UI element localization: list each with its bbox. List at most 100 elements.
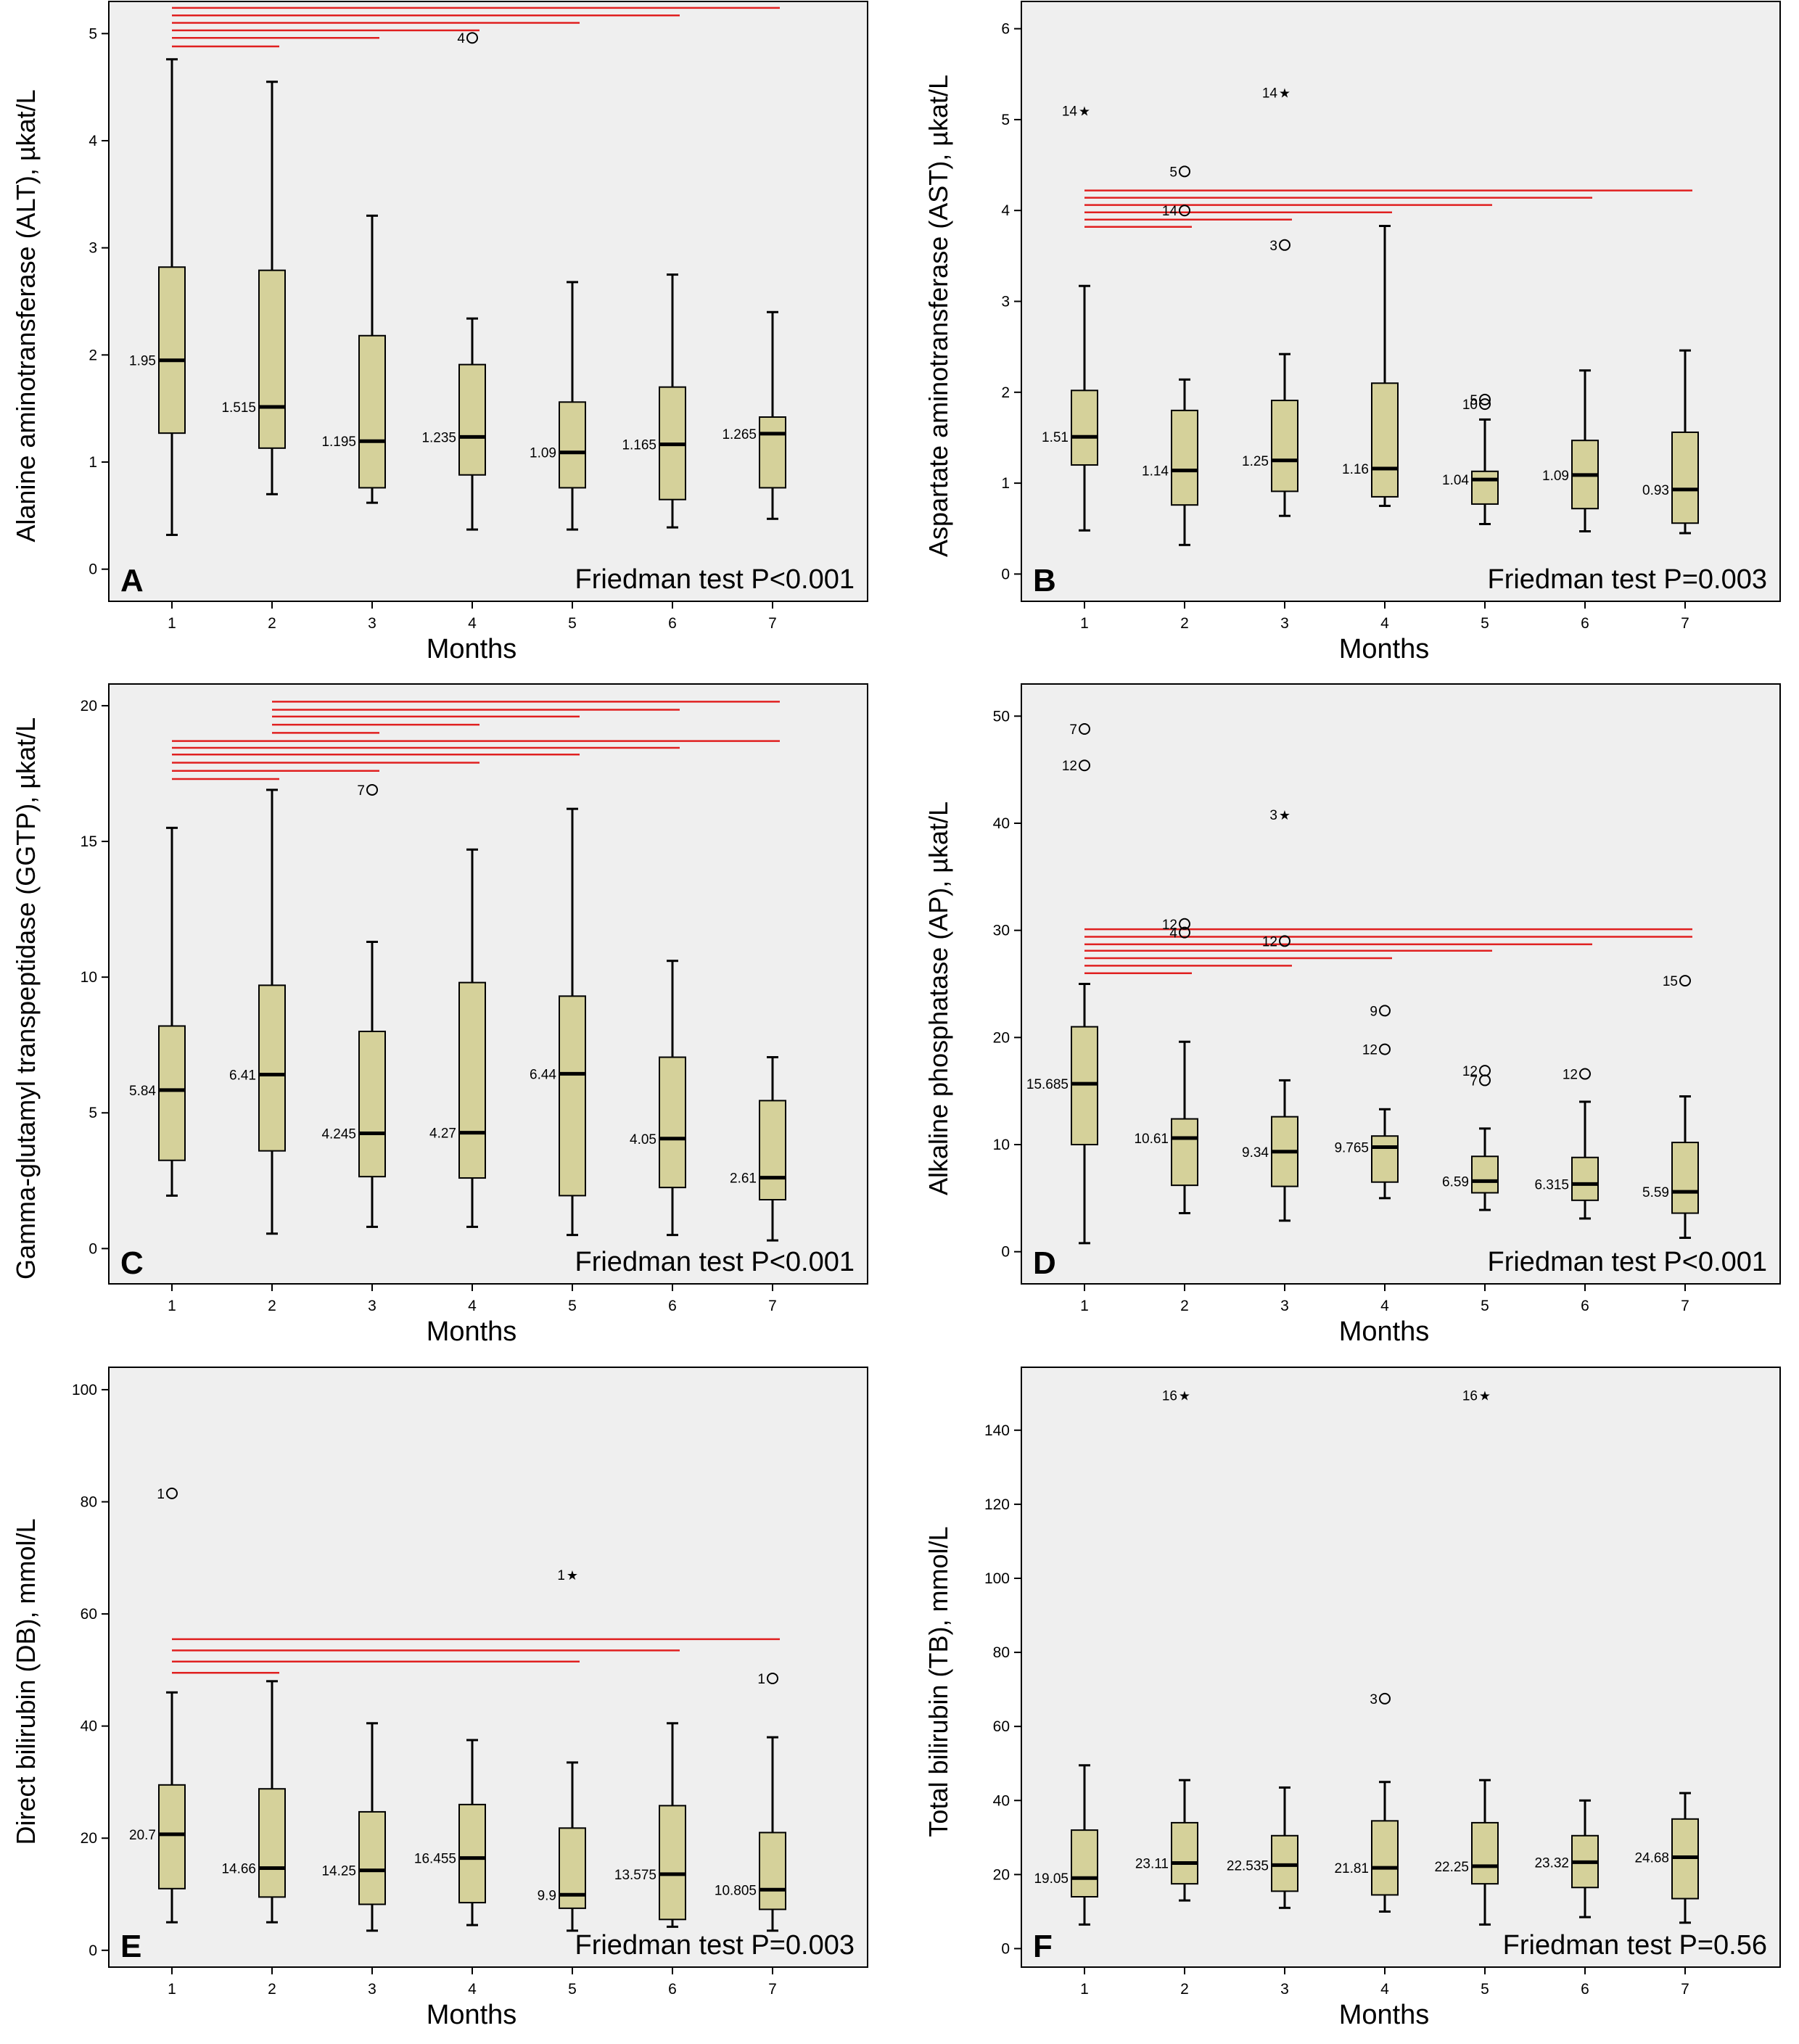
median-label: 1.14 <box>1142 464 1169 479</box>
box-month-6: 23.32 <box>1534 1799 1599 1919</box>
outlier: 10 <box>1462 397 1491 413</box>
iqr-box <box>458 981 486 1179</box>
median-label: 4.245 <box>321 1127 356 1142</box>
outlier-label: 10 <box>1462 397 1478 413</box>
outlier-label: 7 <box>1069 722 1077 738</box>
x-tick-label: 1 <box>168 1981 176 1998</box>
outlier: 4 <box>1169 926 1190 941</box>
median-label: 21.81 <box>1334 1861 1369 1876</box>
y-tick-label: 0 <box>1001 566 1010 582</box>
x-tick-label: 4 <box>1380 615 1389 632</box>
plot-area <box>108 1 868 602</box>
outlier-label: 5 <box>1470 393 1478 408</box>
outlier: 12 <box>1563 1068 1591 1083</box>
outlier-label: 4 <box>1169 926 1177 941</box>
y-tick-label: 40 <box>993 815 1010 832</box>
outlier-label: 7 <box>1470 1073 1478 1089</box>
y-tick-label: 2 <box>1001 384 1010 401</box>
iqr-box <box>1671 1142 1699 1214</box>
outlier: 5 <box>1470 393 1491 408</box>
outlier: 12 <box>1162 918 1190 933</box>
outlier: 12 <box>1362 1043 1391 1058</box>
median-label: 1.16 <box>1342 462 1369 477</box>
y-axis-title: Total bilirubin (TB), mmol/L <box>923 1526 953 1837</box>
y-tick-label: 140 <box>984 1422 1010 1439</box>
median-label: 9.765 <box>1334 1140 1369 1155</box>
x-tick-label: 5 <box>1481 1298 1489 1314</box>
y-tick-label: 4 <box>88 133 97 149</box>
median-label: 4.27 <box>429 1126 456 1142</box>
outlier: 3 <box>1370 1692 1391 1707</box>
iqr-box <box>458 1803 486 1904</box>
outlier-label: 14 <box>1062 104 1078 119</box>
y-tick-label: 0 <box>88 1240 97 1257</box>
x-axis-title: Months <box>1339 2000 1430 2030</box>
x-tick-label: 7 <box>1681 1981 1689 1998</box>
box-month-5: 6.44 <box>530 807 586 1237</box>
y-tick-label: 0 <box>1001 1244 1010 1261</box>
outlier-label: 16 <box>1462 1388 1478 1404</box>
iqr-box <box>659 1056 686 1189</box>
median-label: 1.25 <box>1242 454 1269 469</box>
outlier: 9 <box>1370 1004 1391 1019</box>
outlier-circle-marker <box>1079 723 1090 735</box>
outlier-circle-marker <box>1479 398 1491 411</box>
panel-a: 0 1 2 3 4 5 1 2 3 4 5 6 7 Months Alanine aminotransfer… <box>11 1 868 664</box>
outlier-label: 1 <box>157 1487 165 1502</box>
iqr-box <box>1671 431 1699 524</box>
median-label: 6.315 <box>1534 1177 1569 1192</box>
outlier: 7 <box>1069 722 1090 738</box>
iqr-box <box>759 1100 786 1200</box>
box-month-6: 4.05 <box>630 960 686 1237</box>
x-tick-label: 7 <box>768 1298 777 1314</box>
outlier-label: 7 <box>357 783 365 799</box>
outlier: 1 <box>757 1672 778 1687</box>
y-tick-label: 100 <box>984 1570 1010 1587</box>
box-month-2: 6.41 <box>229 788 286 1235</box>
y-tick-label: 15 <box>81 833 97 850</box>
x-axis-title: Months <box>1339 1316 1430 1347</box>
outlier-circle-marker <box>1179 926 1190 939</box>
outlier-star-marker: ★ <box>1279 808 1290 823</box>
box-month-2: 1.14 <box>1142 378 1198 546</box>
x-tick-label: 6 <box>668 1298 677 1314</box>
x-tick-label: 5 <box>1481 615 1489 632</box>
friedman-test-label: Friedman test P<0.001 <box>575 564 855 595</box>
iqr-box <box>1471 470 1499 505</box>
box-month-7: 2.61 <box>730 1056 786 1242</box>
box-month-1: 15.685 <box>1026 983 1098 1245</box>
outlier-circle-marker <box>1179 205 1190 217</box>
outlier-label: 12 <box>1062 759 1077 774</box>
y-axis-title: Alkaline phosphatase (AP), µkat/L <box>923 801 953 1195</box>
outlier-star-marker: ★ <box>1479 1388 1491 1403</box>
box-month-6: 6.315 <box>1534 1100 1599 1220</box>
outlier-label: 12 <box>1162 918 1177 933</box>
box-month-6: 1.165 <box>622 273 686 529</box>
outlier-label: 14 <box>1262 86 1278 101</box>
outlier: ★1 <box>557 1568 578 1583</box>
x-tick-label: 2 <box>268 1298 276 1314</box>
panel-letter: B <box>1033 563 1056 598</box>
y-tick-label: 1 <box>88 454 97 471</box>
box-month-4: 21.81 <box>1334 1781 1399 1913</box>
y-tick-label: 120 <box>984 1496 1010 1513</box>
x-tick-label: 6 <box>1581 1298 1589 1314</box>
median-label: 5.84 <box>129 1084 156 1099</box>
median-label: 10.805 <box>715 1883 757 1898</box>
iqr-box <box>1371 1820 1399 1896</box>
friedman-test-label: Friedman test P<0.001 <box>1488 1247 1768 1277</box>
x-tick-label: 7 <box>1681 615 1689 632</box>
outlier-circle-marker <box>1679 975 1691 987</box>
x-tick-label: 2 <box>1180 1298 1189 1314</box>
outlier-label: 4 <box>457 31 465 46</box>
x-tick-label: 6 <box>668 1981 677 1998</box>
y-tick-label: 80 <box>81 1493 97 1510</box>
x-tick-label: 3 <box>368 615 376 632</box>
outlier-star-marker: ★ <box>1179 1388 1190 1403</box>
y-tick-label: 40 <box>993 1792 1010 1809</box>
plot-area <box>1021 1367 1781 1968</box>
panel-e: 0 20 40 60 80 100 1 2 3 4 5 6 7 Months Direct bilirubi… <box>11 1367 868 2030</box>
median-label: 1.235 <box>421 430 456 445</box>
box-month-7: 0.93 <box>1642 349 1699 535</box>
